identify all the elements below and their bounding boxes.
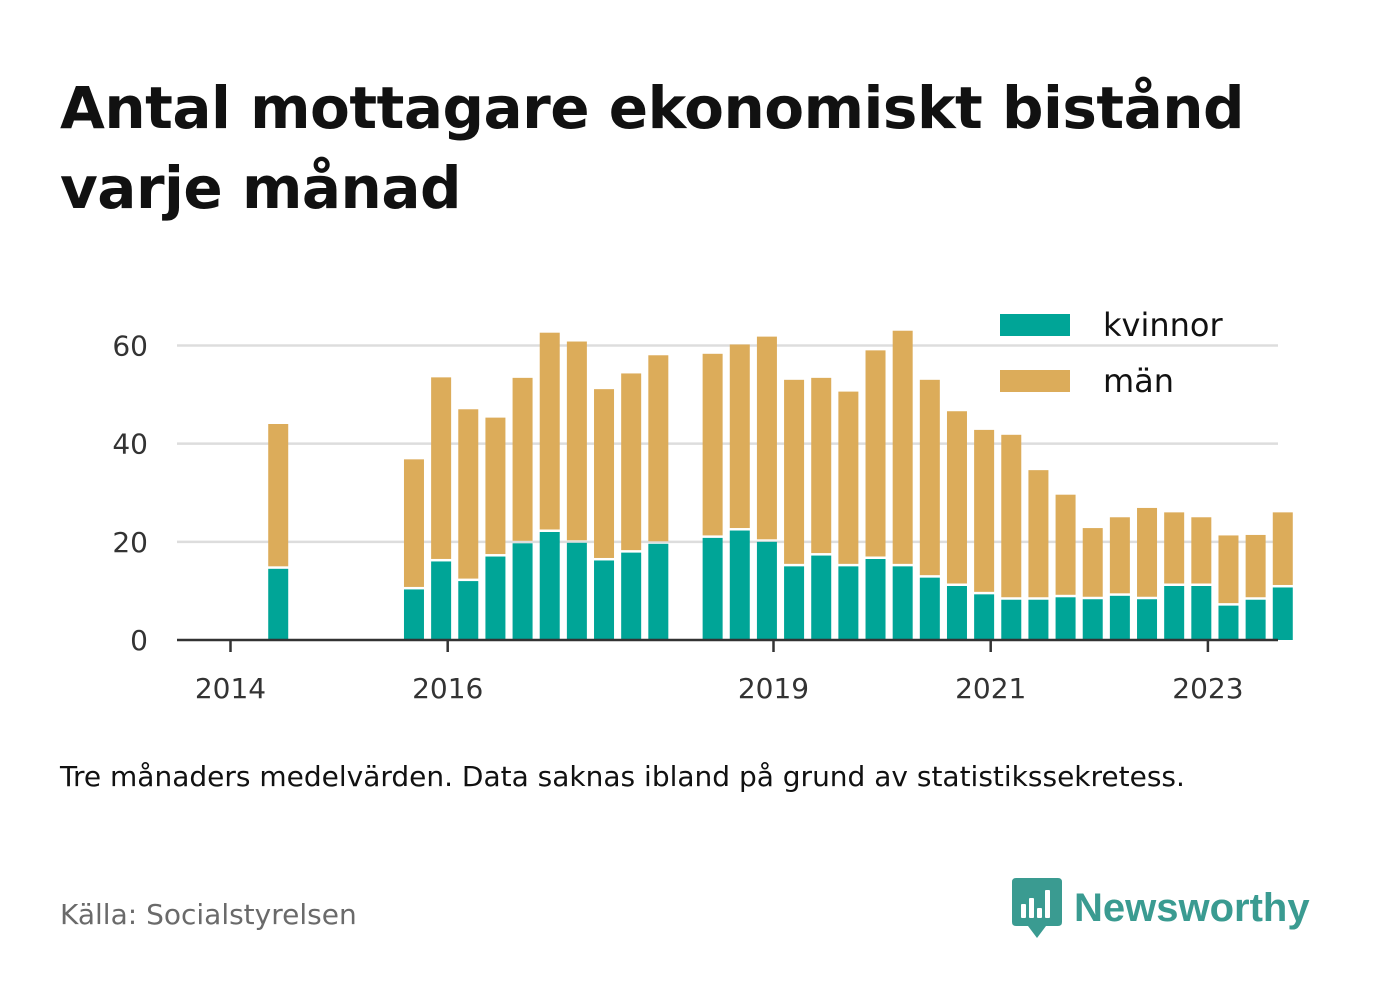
bar-kvinnor — [1001, 599, 1022, 640]
bar-man — [838, 391, 859, 564]
bar-man — [1164, 512, 1185, 584]
bar-kvinnor — [865, 559, 886, 640]
bar-man — [811, 377, 832, 554]
bar-man — [594, 389, 615, 558]
bar-man — [1191, 517, 1212, 584]
bar-kvinnor — [566, 542, 587, 640]
bar-kvinnor — [1082, 599, 1103, 640]
axes: 0 20 40 60 2014 2016 2019 2021 2023 — [112, 329, 1278, 705]
bar-man — [1109, 517, 1130, 594]
bar-man — [702, 353, 723, 536]
bar-man — [512, 377, 533, 541]
bar-kvinnor — [811, 555, 832, 640]
newsworthy-logo-icon — [1012, 878, 1062, 938]
bar-kvinnor — [756, 541, 777, 640]
bar-kvinnor — [648, 543, 669, 640]
bar-kvinnor — [946, 586, 967, 640]
bar-man — [1245, 534, 1266, 598]
bar-man — [1028, 470, 1049, 598]
x-tick-label: 2021 — [955, 672, 1026, 705]
newsworthy-logo: Newsworthy — [1012, 878, 1310, 938]
bar-man — [946, 411, 967, 584]
bar-man — [1137, 507, 1158, 597]
bar-man — [1082, 528, 1103, 597]
bar-kvinnor — [1164, 586, 1185, 640]
bar-kvinnor — [512, 543, 533, 640]
bar-kvinnor — [594, 560, 615, 640]
bar-man — [268, 424, 289, 567]
bar-man — [919, 379, 940, 576]
bar-kvinnor — [702, 537, 723, 640]
bar-man — [403, 459, 424, 587]
y-tick-label: 40 — [112, 428, 148, 461]
bar-man — [566, 341, 587, 541]
bar-man — [784, 379, 805, 564]
bar-man — [621, 373, 642, 551]
bar-man — [1272, 512, 1293, 585]
bar-man — [974, 429, 995, 592]
bar-man — [431, 377, 452, 559]
brand-name: Newsworthy — [1074, 885, 1310, 930]
bar-man — [865, 350, 886, 557]
bar-man — [729, 344, 750, 529]
bar-kvinnor — [268, 568, 289, 640]
legend: kvinnor män — [1000, 306, 1224, 400]
bar-kvinnor — [1137, 599, 1158, 640]
x-tick-label: 2019 — [738, 672, 809, 705]
bar-kvinnor — [621, 552, 642, 640]
bar-kvinnor — [1272, 587, 1293, 640]
y-tick-label: 0 — [130, 624, 148, 657]
bar-kvinnor — [729, 530, 750, 640]
bar-kvinnor — [403, 589, 424, 640]
bar-kvinnor — [431, 561, 452, 640]
bar-kvinnor — [1028, 599, 1049, 640]
bar-kvinnor — [1191, 586, 1212, 640]
legend-swatch — [1000, 314, 1070, 336]
bar-kvinnor — [539, 532, 560, 640]
bar-kvinnor — [1218, 605, 1239, 640]
x-tick-label: 2023 — [1172, 672, 1243, 705]
bar-kvinnor — [784, 566, 805, 640]
bar-kvinnor — [974, 594, 995, 640]
x-tick-label: 2016 — [412, 672, 483, 705]
legend-swatch — [1000, 370, 1070, 392]
bar-kvinnor — [458, 581, 479, 640]
x-tick-label: 2014 — [195, 672, 266, 705]
y-tick-label: 60 — [112, 329, 148, 362]
chart-note: Tre månaders medelvärden. Data saknas ib… — [60, 760, 1185, 793]
source-text: Källa: Socialstyrelsen — [60, 898, 357, 931]
bar-man — [756, 336, 777, 540]
bar-kvinnor — [1245, 599, 1266, 640]
bar-kvinnor — [1109, 595, 1130, 640]
bar-kvinnor — [1055, 597, 1076, 640]
legend-label: kvinnor — [1103, 306, 1224, 344]
bar-man — [458, 409, 479, 579]
bars — [268, 330, 1293, 640]
bar-kvinnor — [919, 577, 940, 640]
bar-man — [1001, 434, 1022, 598]
y-tick-label: 20 — [112, 526, 148, 559]
bar-man — [892, 330, 913, 564]
chart-title: Antal mottagare ekonomiskt bistånd varje… — [60, 74, 1245, 222]
bar-kvinnor — [892, 566, 913, 640]
bar-man — [485, 417, 506, 555]
bar-kvinnor — [485, 556, 506, 640]
bar-man — [1055, 494, 1076, 595]
bar-kvinnor — [838, 566, 859, 640]
bar-man — [539, 332, 560, 530]
bar-man — [1218, 535, 1239, 604]
bar-man — [648, 355, 669, 542]
legend-label: män — [1103, 362, 1174, 400]
